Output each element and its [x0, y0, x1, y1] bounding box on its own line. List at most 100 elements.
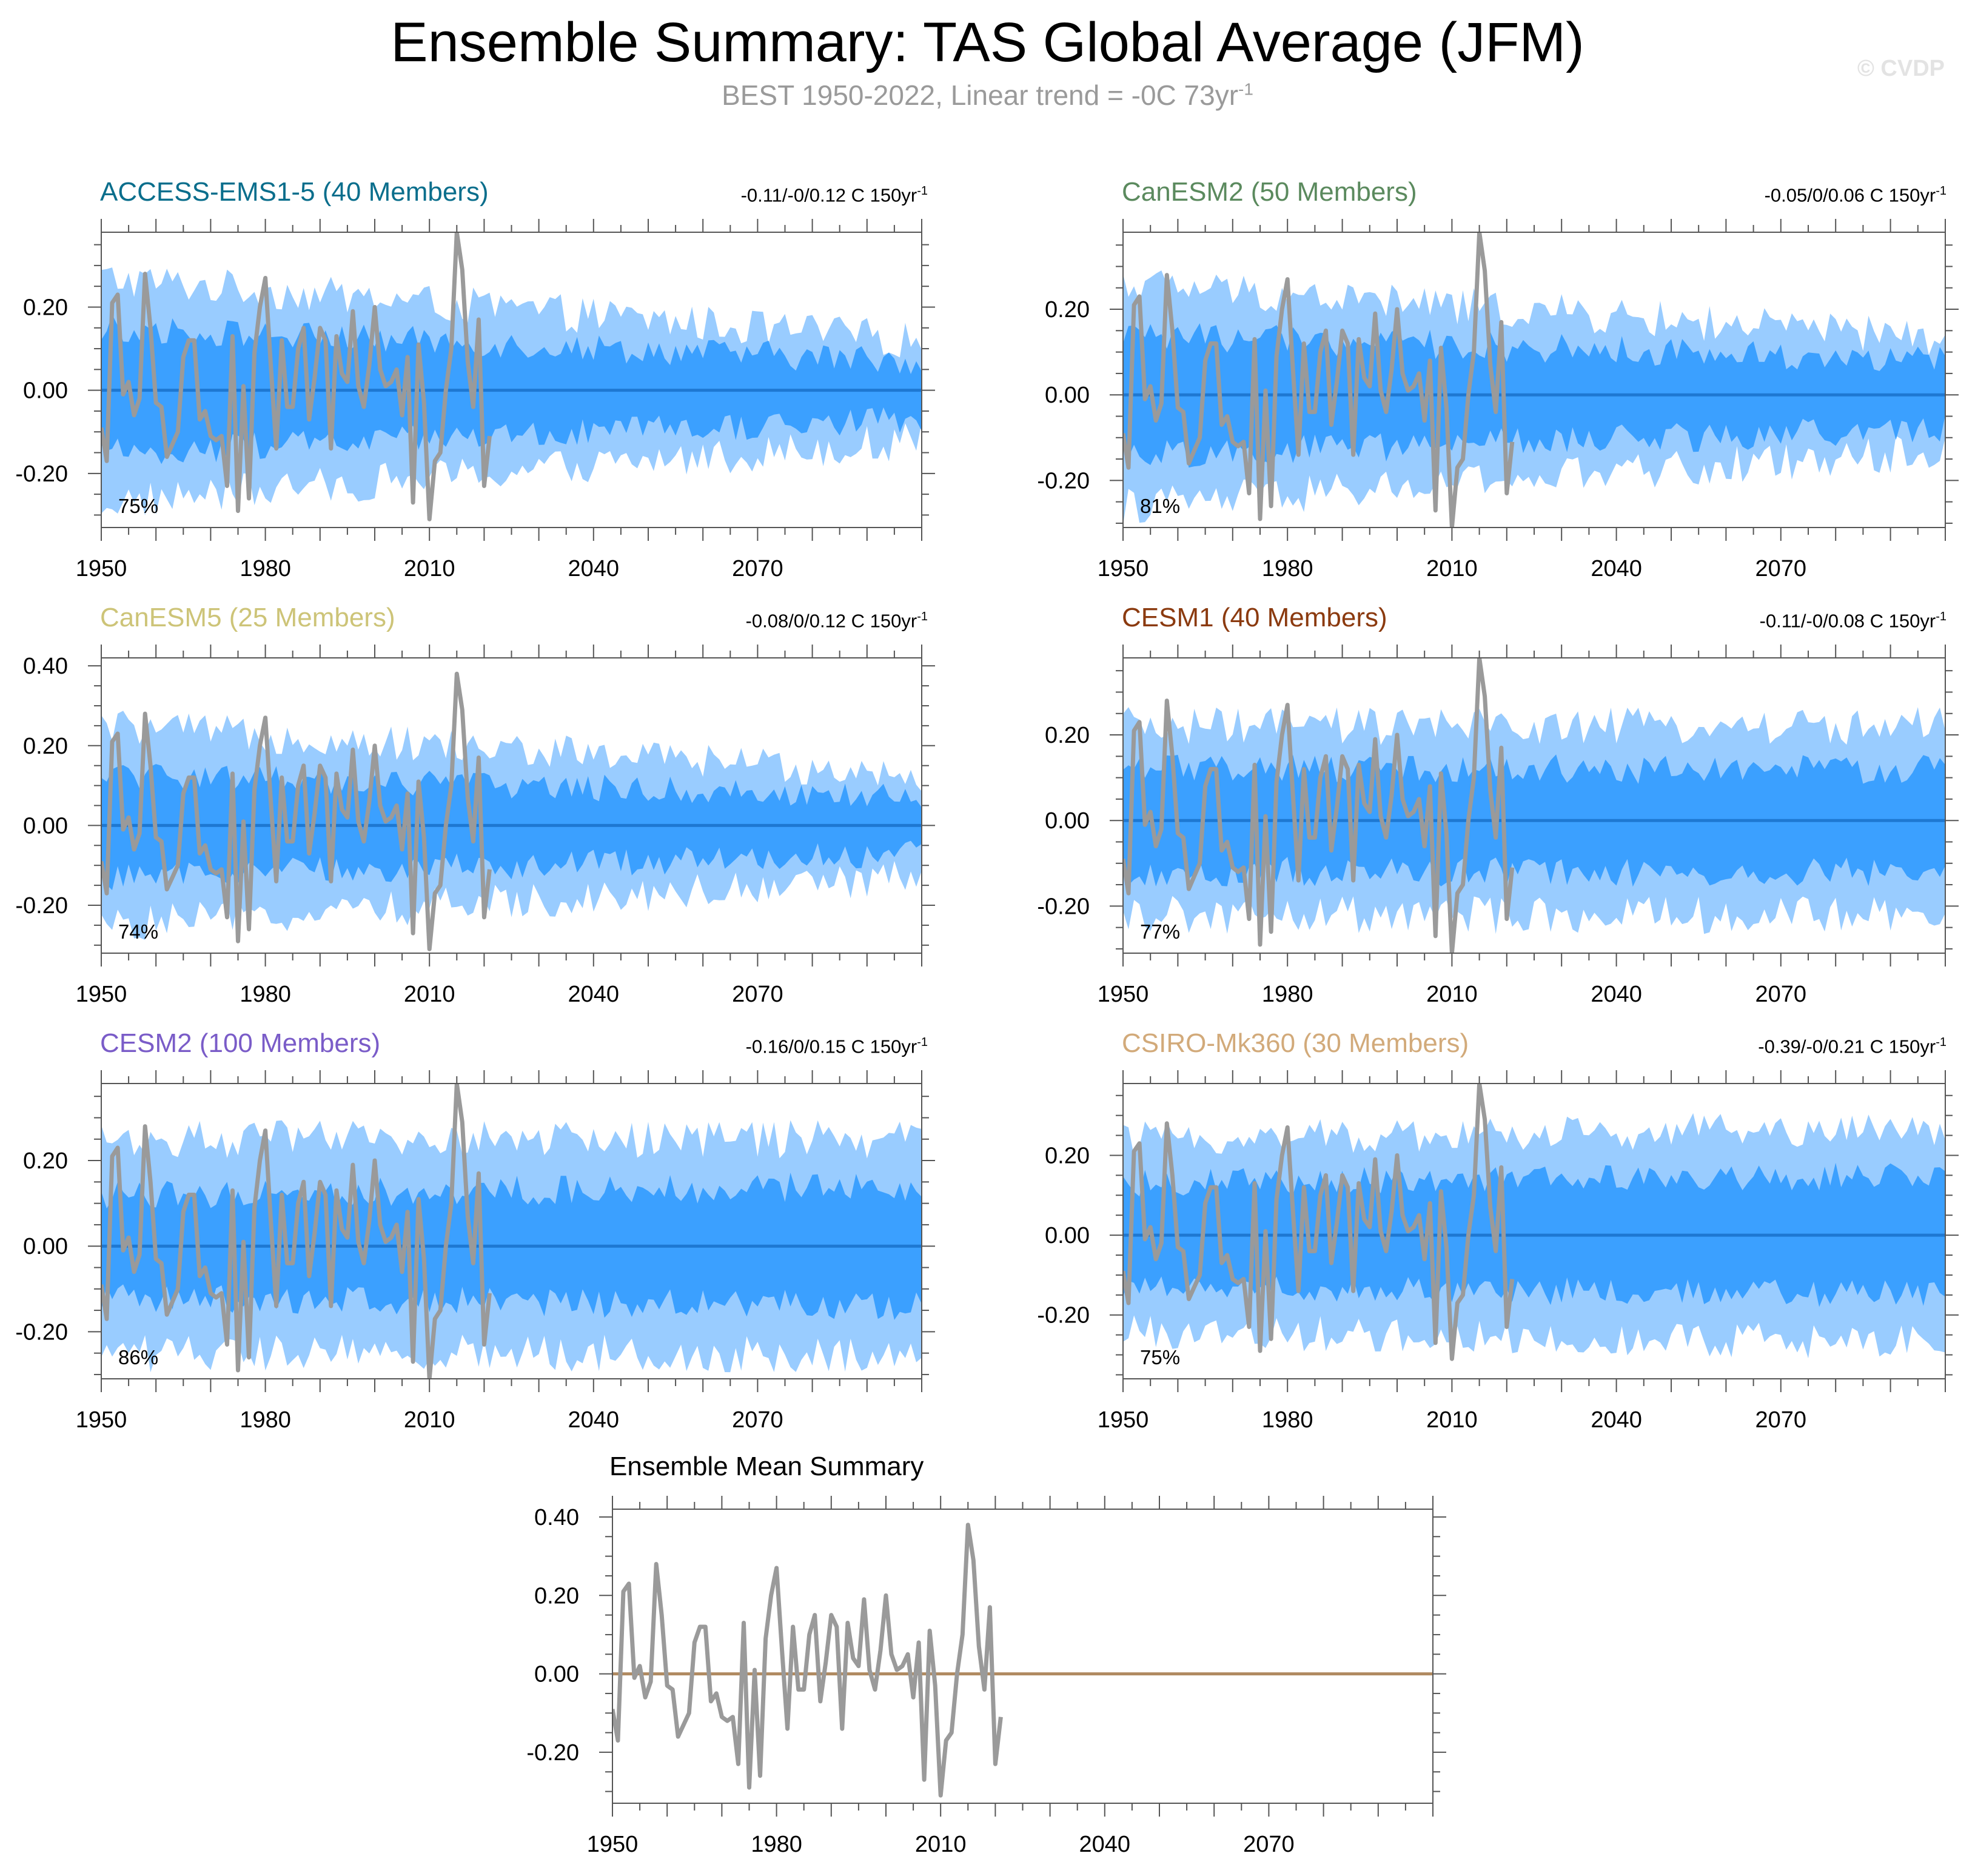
- x-tick-label: 1980: [240, 556, 291, 581]
- y-tick-label: -0.20: [15, 1319, 68, 1345]
- plot-area: [101, 671, 922, 951]
- panel-6: 1950 1980 2010 2040 2070 0.40 0.20 0.00 -0.20: [526, 1496, 1446, 1857]
- trend-exponent: -1: [917, 1036, 928, 1049]
- x-tick-label: 1950: [76, 982, 127, 1007]
- panel-trend-canesm5: -0.08/0/0.12 C 150yr-1: [606, 610, 928, 632]
- x-tick-label: 1950: [76, 1407, 127, 1433]
- y-tick-label: 0.00: [23, 378, 68, 404]
- y-tick-label: 0.00: [1045, 1223, 1090, 1248]
- panel-trend-csiro-mk360: -0.39/-0/0.21 C 150yr-1: [1625, 1036, 1946, 1057]
- percent-label: 74%: [118, 920, 158, 943]
- x-tick-label: 1980: [1262, 556, 1313, 581]
- x-tick-label: 2010: [915, 1832, 967, 1857]
- percent-label: 75%: [1140, 1346, 1180, 1368]
- x-tick-label: 2070: [732, 1407, 783, 1433]
- y-tick-label: 0.00: [1045, 383, 1090, 408]
- x-tick-label: 2010: [1426, 556, 1478, 581]
- y-tick-label: -0.20: [1037, 1303, 1090, 1328]
- subtitle-exponent: -1: [1238, 79, 1253, 99]
- trend-exponent: -1: [917, 610, 928, 623]
- x-tick-label: 2040: [1591, 556, 1642, 581]
- observations-line: [1123, 1084, 1515, 1361]
- x-tick-label: 2010: [404, 556, 455, 581]
- trend-text: -0.11/-0/0.12 C 150yr: [740, 184, 917, 206]
- y-tick-label: 0.20: [1045, 1143, 1090, 1168]
- y-tick-label: -0.20: [526, 1740, 579, 1766]
- x-tick-label: 1980: [240, 982, 291, 1007]
- watermark: © CVDP: [1857, 56, 1945, 81]
- panel-trend-cesm1: -0.11/-0/0.08 C 150yr-1: [1625, 610, 1946, 632]
- x-tick-label: 1950: [1098, 1407, 1149, 1433]
- plot-area: [101, 232, 922, 521]
- y-tick-label: 0.00: [23, 813, 68, 839]
- plot-area: [1123, 232, 1945, 528]
- x-tick-label: 2040: [568, 1407, 620, 1433]
- observations-line: [101, 1084, 492, 1379]
- x-tick-label: 2040: [1079, 1832, 1131, 1857]
- trend-exponent: -1: [1936, 1036, 1946, 1049]
- panel-trend-canesm2: -0.05/0/0.06 C 150yr-1: [1625, 184, 1946, 206]
- y-tick-label: -0.20: [1037, 468, 1090, 494]
- panel-0: 1950 1980 2010 2040 2070 0.20 0.00 -0.20 75%: [15, 219, 935, 581]
- plot-frame: [612, 1509, 1433, 1804]
- subtitle-text: BEST 1950-2022, Linear trend = -0C 73yr: [722, 79, 1239, 111]
- panel-2: 1950 1980 2010 2040 2070 0.40 0.20 0.00 -0.20 74%: [15, 645, 935, 1007]
- panel-title-cesm2: CESM2 (100 Members): [100, 1028, 381, 1058]
- percent-label: 81%: [1140, 495, 1180, 517]
- y-tick-label: 0.20: [1045, 723, 1090, 748]
- y-tick-label: 0.00: [1045, 808, 1090, 834]
- y-tick-label: 0.00: [23, 1234, 68, 1259]
- y-tick-label: 0.20: [23, 1148, 68, 1174]
- observations-line: [1123, 658, 1515, 953]
- x-tick-label: 2070: [1755, 982, 1807, 1007]
- observations-line: [1123, 232, 1515, 528]
- panel-title-access-esm1-5: ACCESS-EMS1-5 (40 Members): [100, 177, 489, 207]
- x-tick-label: 2040: [568, 556, 620, 581]
- trend-text: -0.16/0/0.15 C 150yr: [745, 1036, 917, 1057]
- x-tick-label: 2010: [404, 982, 455, 1007]
- y-tick-label: -0.20: [15, 893, 68, 919]
- observations-line: [612, 1523, 1003, 1798]
- x-tick-label: 1980: [1262, 982, 1313, 1007]
- panel-title-canesm5: CanESM5 (25 Members): [100, 603, 395, 632]
- y-tick-label: 0.00: [534, 1662, 579, 1687]
- plot-area: [101, 1084, 922, 1379]
- y-tick-label: 0.20: [23, 734, 68, 759]
- plot-area: [1123, 658, 1945, 953]
- plot-area: [612, 1523, 1433, 1798]
- figure-title: Ensemble Summary: TAS Global Average (JF…: [391, 12, 1584, 73]
- panel-5: 1950 1980 2010 2040 2070 0.20 0.00 -0.20 75%: [1037, 1070, 1959, 1433]
- y-tick-label: 0.40: [23, 654, 68, 679]
- panel-title-canesm2: CanESM2 (50 Members): [1122, 177, 1417, 207]
- panel-title-ensemble-mean-summary: Ensemble Mean Summary: [609, 1452, 924, 1481]
- trend-text: -0.11/-0/0.08 C 150yr: [1759, 610, 1936, 632]
- trend-text: -0.39/-0/0.21 C 150yr: [1758, 1036, 1936, 1057]
- x-tick-label: 2070: [732, 982, 783, 1007]
- panel-title-csiro-mk360: CSIRO-Mk360 (30 Members): [1122, 1028, 1469, 1058]
- panel-1: 1950 1980 2010 2040 2070 0.20 0.00 -0.20 81%: [1037, 219, 1959, 581]
- y-tick-label: 0.20: [1045, 297, 1090, 323]
- observations-line: [101, 232, 492, 521]
- panel-4: 1950 1980 2010 2040 2070 0.20 0.00 -0.20 86%: [15, 1070, 935, 1433]
- x-tick-label: 2040: [1591, 1407, 1642, 1433]
- x-tick-label: 2040: [1591, 982, 1642, 1007]
- percent-label: 75%: [118, 495, 158, 517]
- x-tick-label: 2070: [732, 556, 783, 581]
- percent-label: 77%: [1140, 920, 1180, 943]
- x-tick-label: 2010: [1426, 1407, 1478, 1433]
- x-tick-label: 1980: [751, 1832, 802, 1857]
- trend-exponent: -1: [1936, 610, 1946, 623]
- panel-3: 1950 1980 2010 2040 2070 0.20 0.00 -0.20 77%: [1037, 645, 1959, 1007]
- y-tick-label: -0.20: [15, 461, 68, 487]
- y-tick-label: 0.20: [23, 295, 68, 320]
- percent-label: 86%: [118, 1346, 158, 1368]
- panel-trend-access-esm1-5: -0.11/-0/0.12 C 150yr-1: [606, 184, 928, 206]
- x-tick-label: 2070: [1243, 1832, 1295, 1857]
- x-tick-label: 1950: [587, 1832, 639, 1857]
- panel-title-cesm1: CESM1 (40 Members): [1122, 603, 1387, 632]
- x-tick-label: 1980: [240, 1407, 291, 1433]
- observations-line: [101, 671, 492, 951]
- y-tick-label: -0.20: [1037, 894, 1090, 919]
- trend-text: -0.08/0/0.12 C 150yr: [745, 610, 917, 632]
